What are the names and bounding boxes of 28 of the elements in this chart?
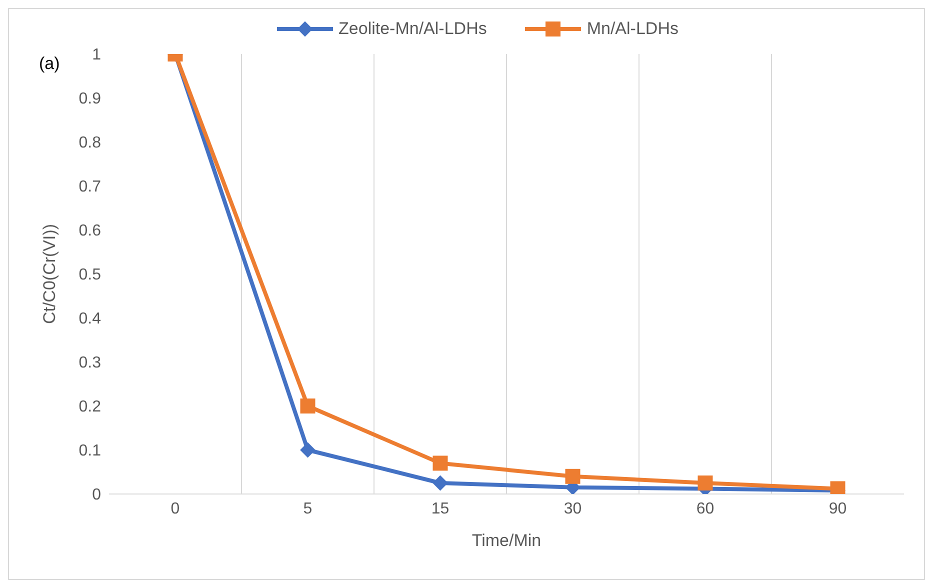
y-tick-label: 0.8 <box>78 134 102 152</box>
point <box>300 442 316 458</box>
y-tick-label: 0.7 <box>78 178 102 196</box>
y-tick-label: 0.5 <box>78 266 102 284</box>
y-axis-title: Ct/C0(Cr(VI)) <box>40 224 60 324</box>
y-tick-label: 1 <box>92 46 102 64</box>
x-axis-title: Time/Min <box>472 531 542 550</box>
x-tick-label: 15 <box>431 500 450 518</box>
x-tick-label: 60 <box>696 500 714 518</box>
y-tick-label: 0.1 <box>78 442 102 460</box>
point <box>432 456 448 471</box>
y-tick-label: 0.9 <box>78 90 102 108</box>
text: (a) <box>39 54 60 74</box>
y-tick-label: 0.2 <box>78 398 102 416</box>
y-tick-label: 0.4 <box>78 310 102 328</box>
point <box>565 468 580 484</box>
x-tick-label: 30 <box>564 500 582 518</box>
point <box>698 476 713 490</box>
legend-label: Mn/Al-LDHs <box>586 19 678 39</box>
legend-label: Zeolite-Mn/Al-LDHs <box>338 19 487 39</box>
x-tick-label: 90 <box>828 500 847 518</box>
x-tick-label: 5 <box>303 500 312 518</box>
y-tick-label: 0.6 <box>78 222 102 240</box>
y-tick-label: 0 <box>92 486 102 504</box>
point <box>432 476 448 490</box>
point <box>300 398 316 414</box>
x-tick-label: 0 <box>170 500 180 518</box>
y-tick-label: 0.3 <box>78 354 102 372</box>
